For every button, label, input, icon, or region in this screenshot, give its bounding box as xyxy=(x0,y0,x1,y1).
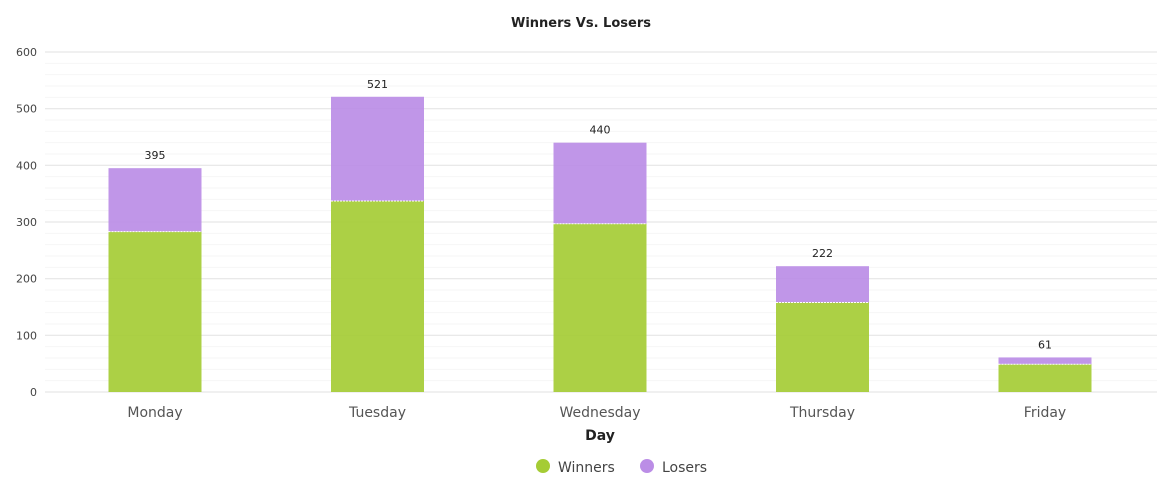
bar-winners-wednesday[interactable] xyxy=(553,223,647,392)
y-tick-label: 100 xyxy=(16,329,37,342)
bar-losers-friday[interactable] xyxy=(998,357,1092,365)
bars xyxy=(108,96,1092,392)
x-tick-label: Tuesday xyxy=(348,405,406,421)
y-tick-label: 0 xyxy=(30,386,37,399)
legend: Winners Losers xyxy=(536,459,707,476)
total-label: 395 xyxy=(145,149,166,162)
x-axis-label: Day xyxy=(585,428,615,444)
bar-winners-friday[interactable] xyxy=(998,364,1092,392)
y-tick-label: 300 xyxy=(16,216,37,229)
bar-winners-tuesday[interactable] xyxy=(331,201,424,392)
y-tick-label: 400 xyxy=(16,159,37,172)
bar-winners-monday[interactable] xyxy=(108,231,202,392)
total-label: 61 xyxy=(1038,338,1052,351)
y-axis: 0 100 200 300 400 500 600 xyxy=(16,46,37,399)
total-label: 222 xyxy=(812,247,833,260)
y-tick-label: 600 xyxy=(16,46,37,59)
bar-losers-thursday[interactable] xyxy=(776,266,869,303)
legend-marker-winners xyxy=(536,459,550,473)
y-tick-label: 500 xyxy=(16,103,37,116)
chart-title: Winners Vs. Losers xyxy=(511,16,651,31)
x-tick-label: Thursday xyxy=(789,405,855,421)
x-tick-label: Monday xyxy=(127,405,182,421)
bar-losers-tuesday[interactable] xyxy=(331,96,424,202)
bar-losers-wednesday[interactable] xyxy=(553,142,647,224)
x-tick-label: Friday xyxy=(1024,405,1066,421)
x-tick-label: Wednesday xyxy=(559,405,640,421)
total-label: 440 xyxy=(590,124,611,137)
y-tick-label: 200 xyxy=(16,273,37,286)
total-label: 521 xyxy=(367,78,388,91)
x-axis: Monday Tuesday Wednesday Thursday Friday xyxy=(127,405,1066,421)
legend-marker-losers xyxy=(640,459,654,473)
bar-losers-monday[interactable] xyxy=(108,168,202,232)
data-labels: 395 521 440 222 61 xyxy=(145,78,1053,352)
bar-winners-thursday[interactable] xyxy=(776,302,869,392)
legend-label-losers[interactable]: Losers xyxy=(662,460,707,476)
legend-label-winners[interactable]: Winners xyxy=(558,460,615,476)
